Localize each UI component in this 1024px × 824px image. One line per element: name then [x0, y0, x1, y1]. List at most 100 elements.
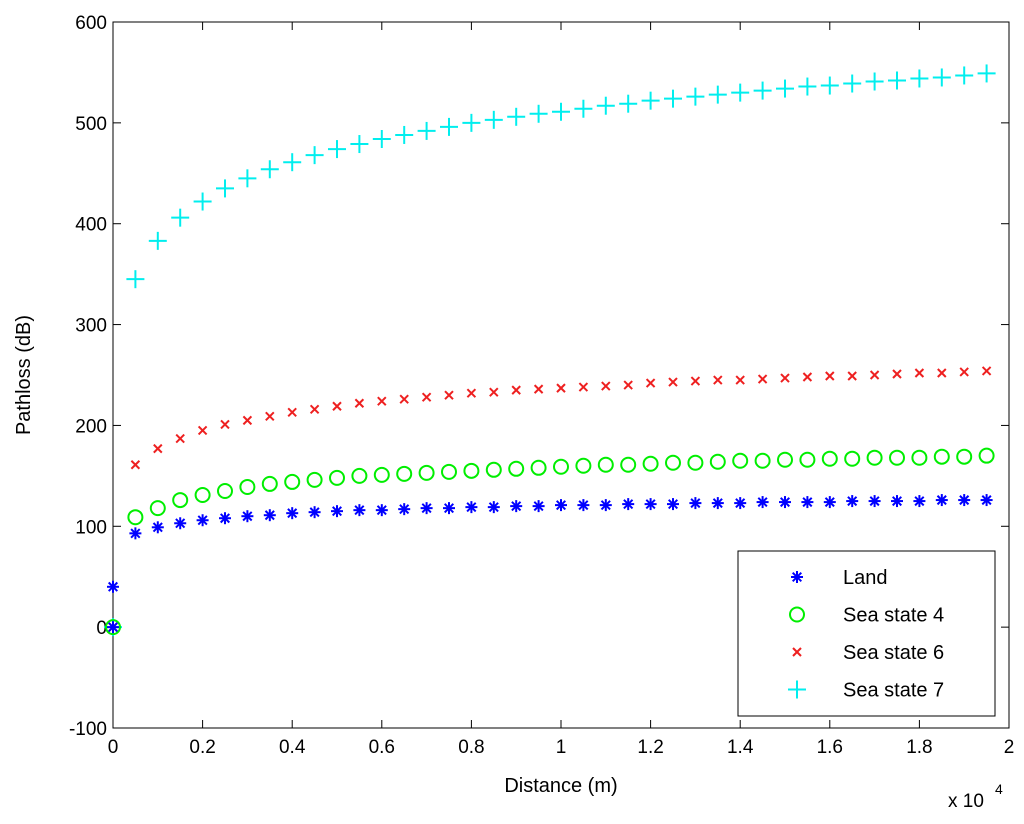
data-point: [260, 160, 279, 179]
data-point: [305, 146, 324, 165]
data-point: [465, 501, 478, 514]
data-point: [175, 433, 185, 444]
data-point: [891, 495, 903, 508]
data-point: [756, 496, 769, 509]
data-point: [932, 68, 951, 87]
data-point: [328, 140, 346, 159]
data-point: [843, 74, 862, 93]
data-point: [801, 496, 814, 509]
x-axis-label: Distance (m): [504, 775, 617, 797]
data-point: [265, 411, 275, 422]
x-tick-label: 1.8: [906, 737, 932, 758]
data-point: [418, 464, 435, 481]
data-point: [239, 478, 256, 495]
data-point: [241, 510, 254, 523]
data-point: [757, 374, 768, 384]
legend-marker: [791, 571, 803, 583]
data-point: [287, 407, 297, 418]
data-point: [399, 394, 409, 404]
data-point: [622, 498, 635, 511]
data-point: [396, 465, 413, 482]
data-point: [508, 460, 525, 477]
data-point: [665, 454, 681, 471]
data-point: [261, 475, 278, 492]
y-tick-label: -100: [69, 719, 107, 740]
data-point: [532, 500, 545, 513]
data-point: [462, 113, 481, 132]
data-point: [377, 396, 387, 406]
data-point: [914, 368, 925, 378]
data-point: [821, 450, 838, 467]
data-point: [284, 473, 301, 490]
x-tick-label: 0.8: [458, 737, 484, 758]
data-point: [713, 375, 723, 385]
data-point: [353, 504, 366, 517]
data-point: [868, 495, 881, 508]
data-point: [823, 496, 836, 509]
data-point: [441, 463, 457, 480]
y-tick-label: 0: [96, 618, 107, 639]
data-point: [711, 497, 724, 510]
legend-box: [737, 550, 996, 717]
data-point: [329, 469, 345, 486]
data-point: [172, 492, 189, 509]
data-point: [935, 494, 948, 507]
data-point: [529, 104, 548, 123]
y-axis-ticks: -100 0 100 200 300 400 500 600: [69, 13, 1009, 740]
data-point: [981, 366, 992, 376]
data-point: [825, 371, 835, 381]
data-point: [332, 401, 342, 411]
y-tick-label: 300: [75, 316, 107, 337]
data-point: [463, 462, 480, 479]
data-point: [798, 77, 817, 96]
data-point: [530, 459, 547, 476]
data-point: [552, 102, 570, 121]
data-point: [126, 270, 145, 289]
data-point: [686, 87, 705, 106]
x-tick-label: 1.6: [817, 737, 843, 758]
data-point: [708, 85, 727, 104]
data-point: [977, 64, 996, 83]
data-point: [933, 448, 950, 465]
x-tick-label: 2: [1004, 737, 1015, 758]
data-point: [734, 497, 747, 510]
data-point: [129, 527, 142, 540]
data-point: [466, 388, 477, 398]
x-multiplier-exponent: 4: [995, 781, 1003, 797]
data-point: [485, 461, 502, 478]
data-point: [511, 385, 521, 395]
data-point: [354, 398, 365, 408]
data-point: [597, 456, 614, 473]
data-point: [847, 371, 857, 381]
data-point: [306, 471, 323, 488]
data-point: [196, 514, 209, 527]
y-axis-label: Pathloss (dB): [13, 315, 35, 435]
legend-label: Sea state 6: [843, 642, 944, 664]
data-point: [620, 456, 637, 473]
x-axis-ticks: 0 0.2 0.4 0.6 0.8 1 1.2 1.4 1.6 1.8 2: [108, 22, 1015, 758]
legend-marker: [789, 606, 805, 623]
data-point: [937, 368, 947, 378]
x-tick-label: 1: [556, 737, 567, 758]
data-point: [555, 499, 567, 512]
data-point: [351, 467, 368, 484]
data-point: [865, 72, 884, 91]
data-point: [127, 509, 144, 526]
data-point: [375, 504, 388, 517]
data-point: [553, 458, 569, 475]
data-point: [689, 497, 702, 510]
data-point: [869, 370, 880, 380]
x-tick-label: 0.2: [189, 737, 215, 758]
data-point: [911, 449, 928, 466]
data-point: [731, 83, 750, 102]
data-point: [980, 494, 993, 507]
data-point: [130, 460, 141, 470]
data-point: [889, 449, 905, 466]
data-point: [780, 373, 790, 383]
data-point: [331, 505, 343, 518]
legend-marker: [788, 680, 806, 699]
data-point: [753, 81, 772, 100]
data-point: [687, 454, 704, 471]
data-point: [577, 499, 590, 512]
